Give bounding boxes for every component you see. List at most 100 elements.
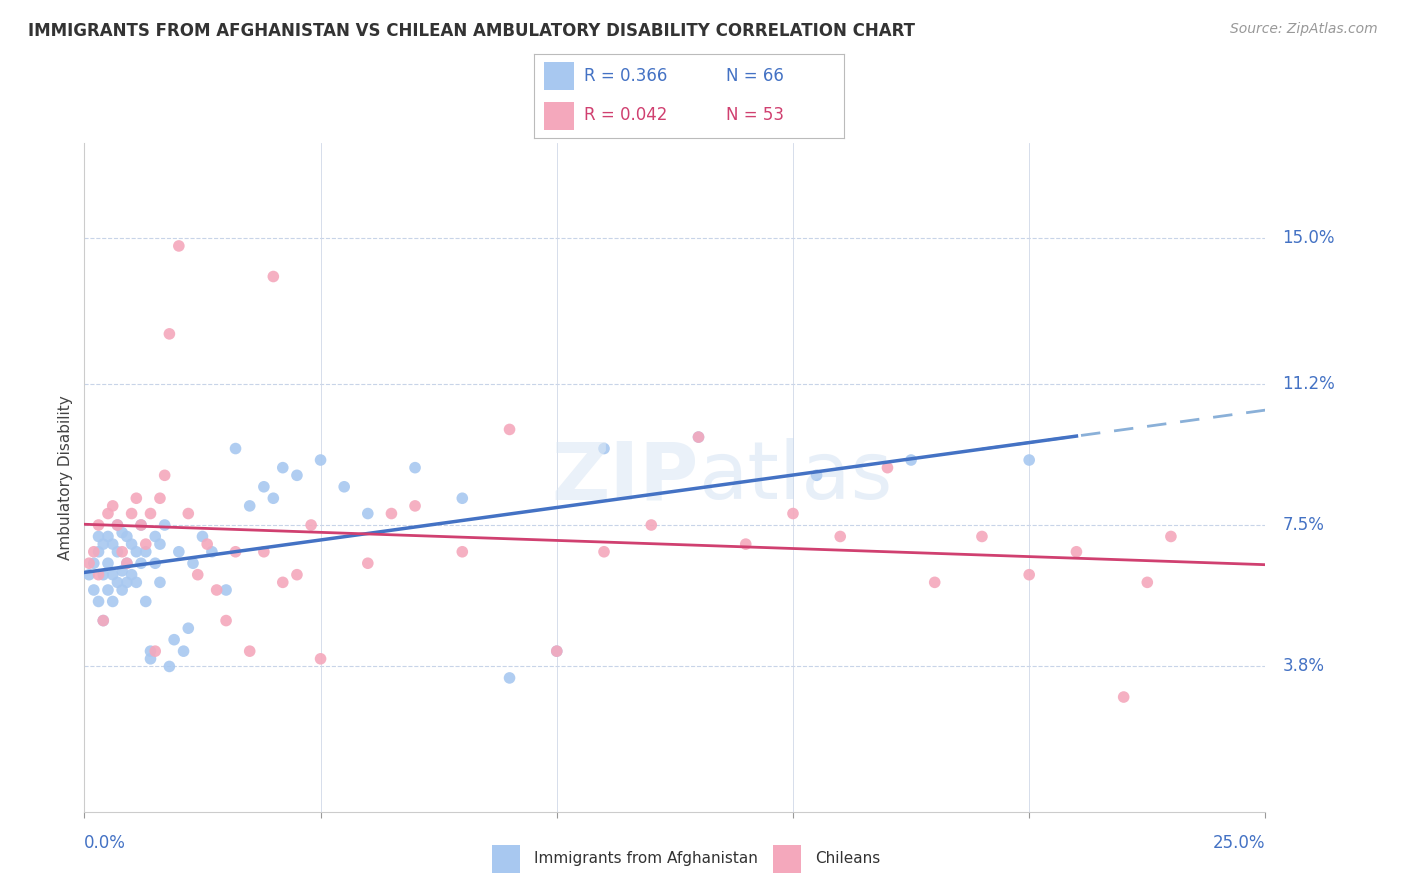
Point <box>107 518 129 533</box>
Point <box>215 582 238 597</box>
Point <box>1066 545 1088 559</box>
Point <box>139 652 162 666</box>
Point <box>253 480 276 494</box>
Point <box>404 460 426 475</box>
Point <box>91 537 114 551</box>
Point <box>498 671 520 685</box>
Point <box>167 239 190 253</box>
FancyBboxPatch shape <box>773 845 801 872</box>
Point <box>115 575 138 590</box>
Point <box>129 556 152 570</box>
Point <box>107 545 129 559</box>
Point <box>309 453 332 467</box>
Point <box>111 545 134 559</box>
Text: Source: ZipAtlas.com: Source: ZipAtlas.com <box>1230 22 1378 37</box>
Point <box>115 556 138 570</box>
Point <box>91 614 114 628</box>
Point <box>187 567 209 582</box>
Point <box>239 499 262 513</box>
Point <box>173 644 195 658</box>
Point <box>380 507 402 521</box>
Point <box>177 621 200 635</box>
Point <box>688 430 710 444</box>
Point <box>77 567 100 582</box>
Point <box>1136 575 1159 590</box>
Text: R = 0.042: R = 0.042 <box>583 106 666 124</box>
Point <box>97 529 120 543</box>
Point <box>101 499 124 513</box>
Point <box>149 491 172 506</box>
Point <box>111 525 134 540</box>
Point <box>153 518 176 533</box>
Point <box>924 575 946 590</box>
Point <box>688 430 710 444</box>
Point <box>121 507 143 521</box>
Point <box>167 545 190 559</box>
Point <box>191 529 214 543</box>
Point <box>225 442 247 456</box>
Point <box>177 507 200 521</box>
Text: N = 66: N = 66 <box>725 67 785 85</box>
Point <box>107 518 129 533</box>
Point <box>205 582 228 597</box>
Point <box>101 567 124 582</box>
Point <box>900 453 922 467</box>
Point <box>135 545 157 559</box>
Point <box>1018 453 1040 467</box>
Point <box>546 644 568 658</box>
Text: ZIP: ZIP <box>551 438 699 516</box>
Point <box>201 545 224 559</box>
Point <box>115 529 138 543</box>
FancyBboxPatch shape <box>492 845 520 872</box>
Point <box>87 529 110 543</box>
Text: Immigrants from Afghanistan: Immigrants from Afghanistan <box>534 851 758 866</box>
Point <box>734 537 756 551</box>
Text: 15.0%: 15.0% <box>1282 229 1334 247</box>
Point <box>143 529 166 543</box>
Point <box>111 564 134 578</box>
Point <box>157 326 180 341</box>
Point <box>87 567 110 582</box>
Text: R = 0.366: R = 0.366 <box>583 67 666 85</box>
Point <box>129 518 152 533</box>
Point <box>970 529 993 543</box>
Point <box>87 594 110 608</box>
Point <box>546 644 568 658</box>
Point <box>157 659 180 673</box>
Point <box>309 652 332 666</box>
Point <box>101 594 124 608</box>
Point <box>129 518 152 533</box>
Point <box>451 545 474 559</box>
Point <box>149 537 172 551</box>
Point <box>262 269 284 284</box>
Text: 7.5%: 7.5% <box>1282 516 1324 534</box>
Point <box>97 582 120 597</box>
Point <box>357 556 380 570</box>
Point <box>135 594 157 608</box>
Point <box>83 556 105 570</box>
Point <box>143 556 166 570</box>
Point <box>111 582 134 597</box>
Point <box>1160 529 1182 543</box>
Point <box>139 507 162 521</box>
Point <box>593 442 616 456</box>
Point <box>91 614 114 628</box>
Point <box>97 556 120 570</box>
Point <box>181 556 204 570</box>
Text: IMMIGRANTS FROM AFGHANISTAN VS CHILEAN AMBULATORY DISABILITY CORRELATION CHART: IMMIGRANTS FROM AFGHANISTAN VS CHILEAN A… <box>28 22 915 40</box>
Text: Chileans: Chileans <box>815 851 880 866</box>
Point <box>239 644 262 658</box>
Point <box>83 582 105 597</box>
Point <box>593 545 616 559</box>
Point <box>125 545 148 559</box>
Y-axis label: Ambulatory Disability: Ambulatory Disability <box>58 395 73 559</box>
Point <box>215 614 238 628</box>
Point <box>125 575 148 590</box>
Text: 3.8%: 3.8% <box>1282 657 1324 675</box>
Point <box>640 518 662 533</box>
Point <box>115 556 138 570</box>
Text: 11.2%: 11.2% <box>1282 375 1336 392</box>
Point <box>271 460 294 475</box>
Point <box>149 575 172 590</box>
Point <box>451 491 474 506</box>
